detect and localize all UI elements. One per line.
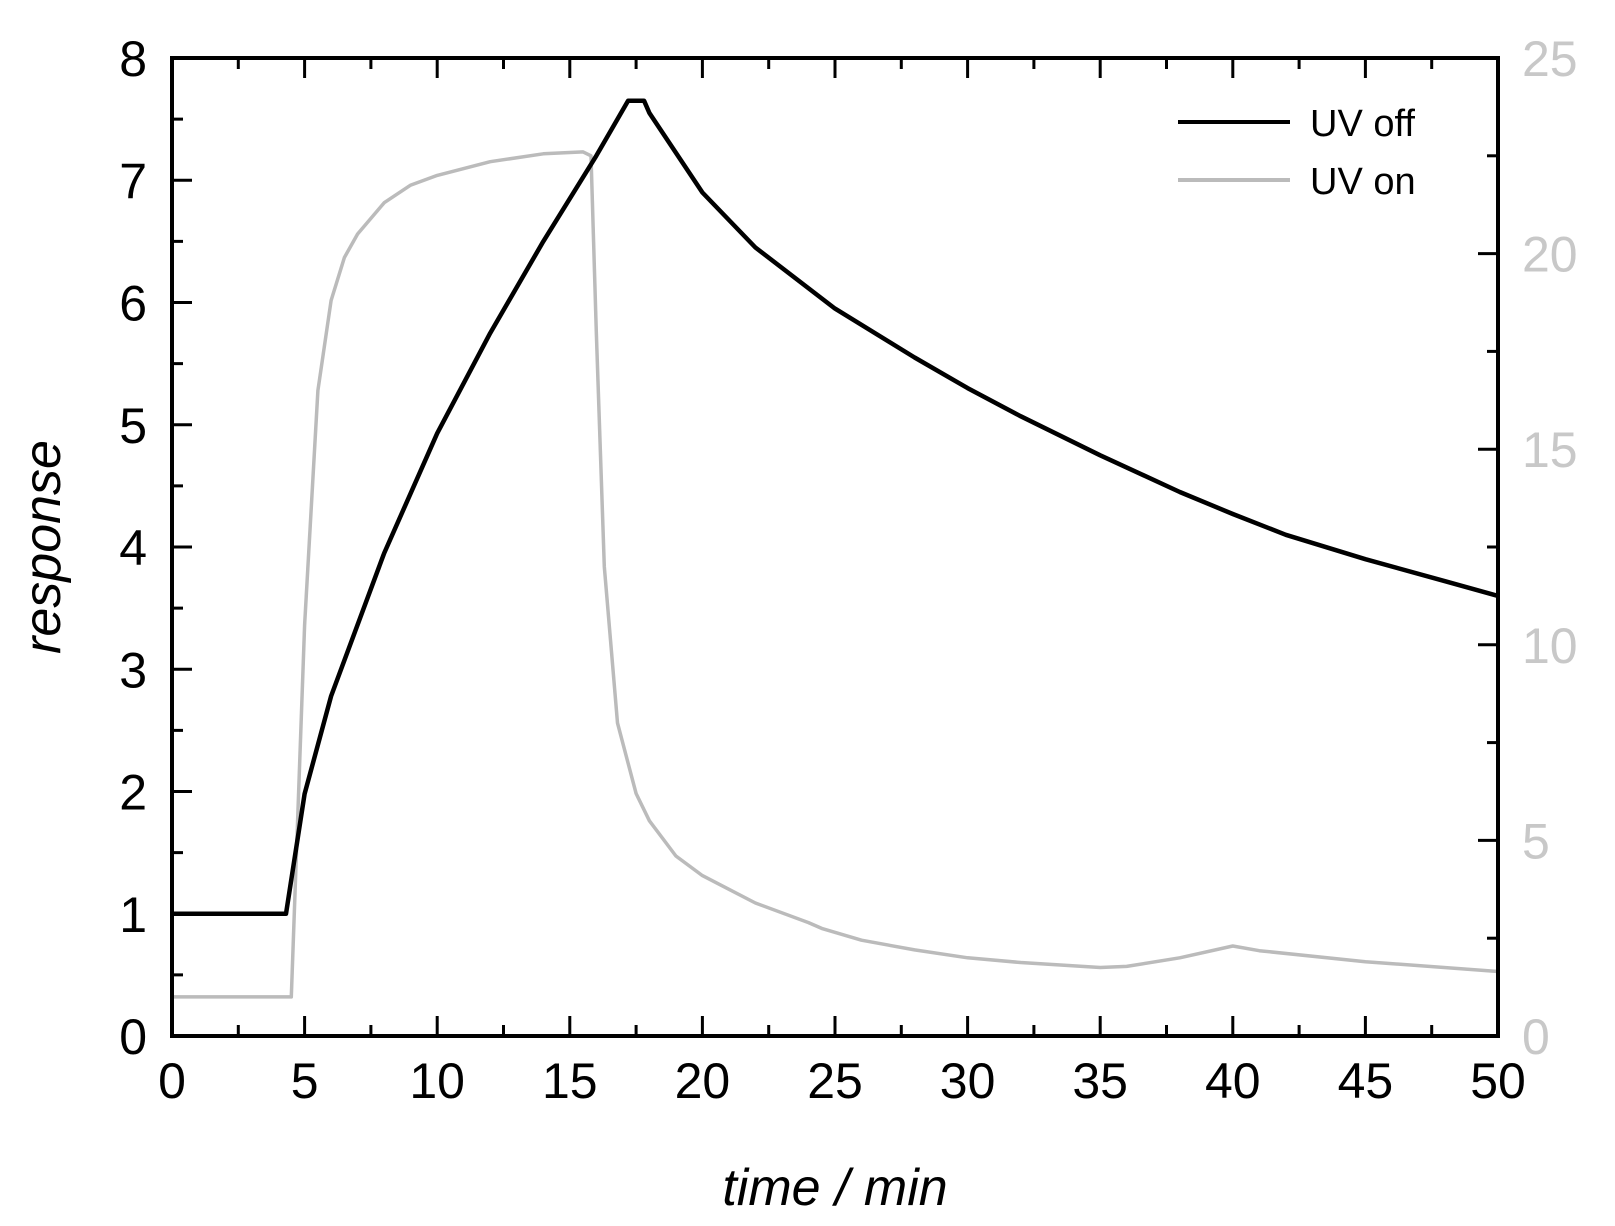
series-layer xyxy=(172,98,1499,999)
x-tick-label: 10 xyxy=(409,1053,465,1109)
legend-label-uv-off: UV off xyxy=(1310,103,1415,145)
y-tick-label: 3 xyxy=(119,642,147,698)
y2-tick-label: 20 xyxy=(1522,227,1578,283)
y2-tick-label: 15 xyxy=(1522,422,1578,478)
x-axis-title: time / min xyxy=(722,1159,947,1217)
y-tick-label: 1 xyxy=(119,887,147,943)
y-tick-label: 0 xyxy=(119,1009,147,1065)
x-tick-label: 25 xyxy=(807,1053,863,1109)
y-tick-label: 6 xyxy=(119,276,147,332)
x-tick-label: 35 xyxy=(1072,1053,1128,1109)
series-line-uv-on xyxy=(172,150,1499,999)
y-tick-label: 7 xyxy=(119,153,147,209)
plot-frame xyxy=(170,56,1500,1038)
y-tick-label: 5 xyxy=(119,398,147,454)
ticks-layer xyxy=(170,56,1500,1038)
y-tick-label: 2 xyxy=(119,765,147,821)
x-tick-label: 50 xyxy=(1470,1053,1526,1109)
y2-tick-label: 0 xyxy=(1522,1009,1550,1065)
x-tick-label: 20 xyxy=(675,1053,731,1109)
y2-tick-label: 25 xyxy=(1522,31,1578,87)
x-tick-label: 30 xyxy=(940,1053,996,1109)
y2-tick-label: 5 xyxy=(1522,813,1550,869)
legend-label-uv-on: UV on xyxy=(1310,161,1416,203)
y-tick-label: 4 xyxy=(119,520,147,576)
x-tick-label: 15 xyxy=(542,1053,598,1109)
x-tick-label: 40 xyxy=(1205,1053,1261,1109)
y-tick-label: 8 xyxy=(119,31,147,87)
y-axis-title: response xyxy=(14,440,72,654)
y2-tick-label: 10 xyxy=(1522,618,1578,674)
x-tick-label: 5 xyxy=(291,1053,319,1109)
series-line-uv-off xyxy=(172,98,1499,917)
x-tick-label: 45 xyxy=(1338,1053,1394,1109)
legend: UV off UV on xyxy=(1178,103,1416,203)
x-tick-label: 0 xyxy=(158,1053,186,1109)
